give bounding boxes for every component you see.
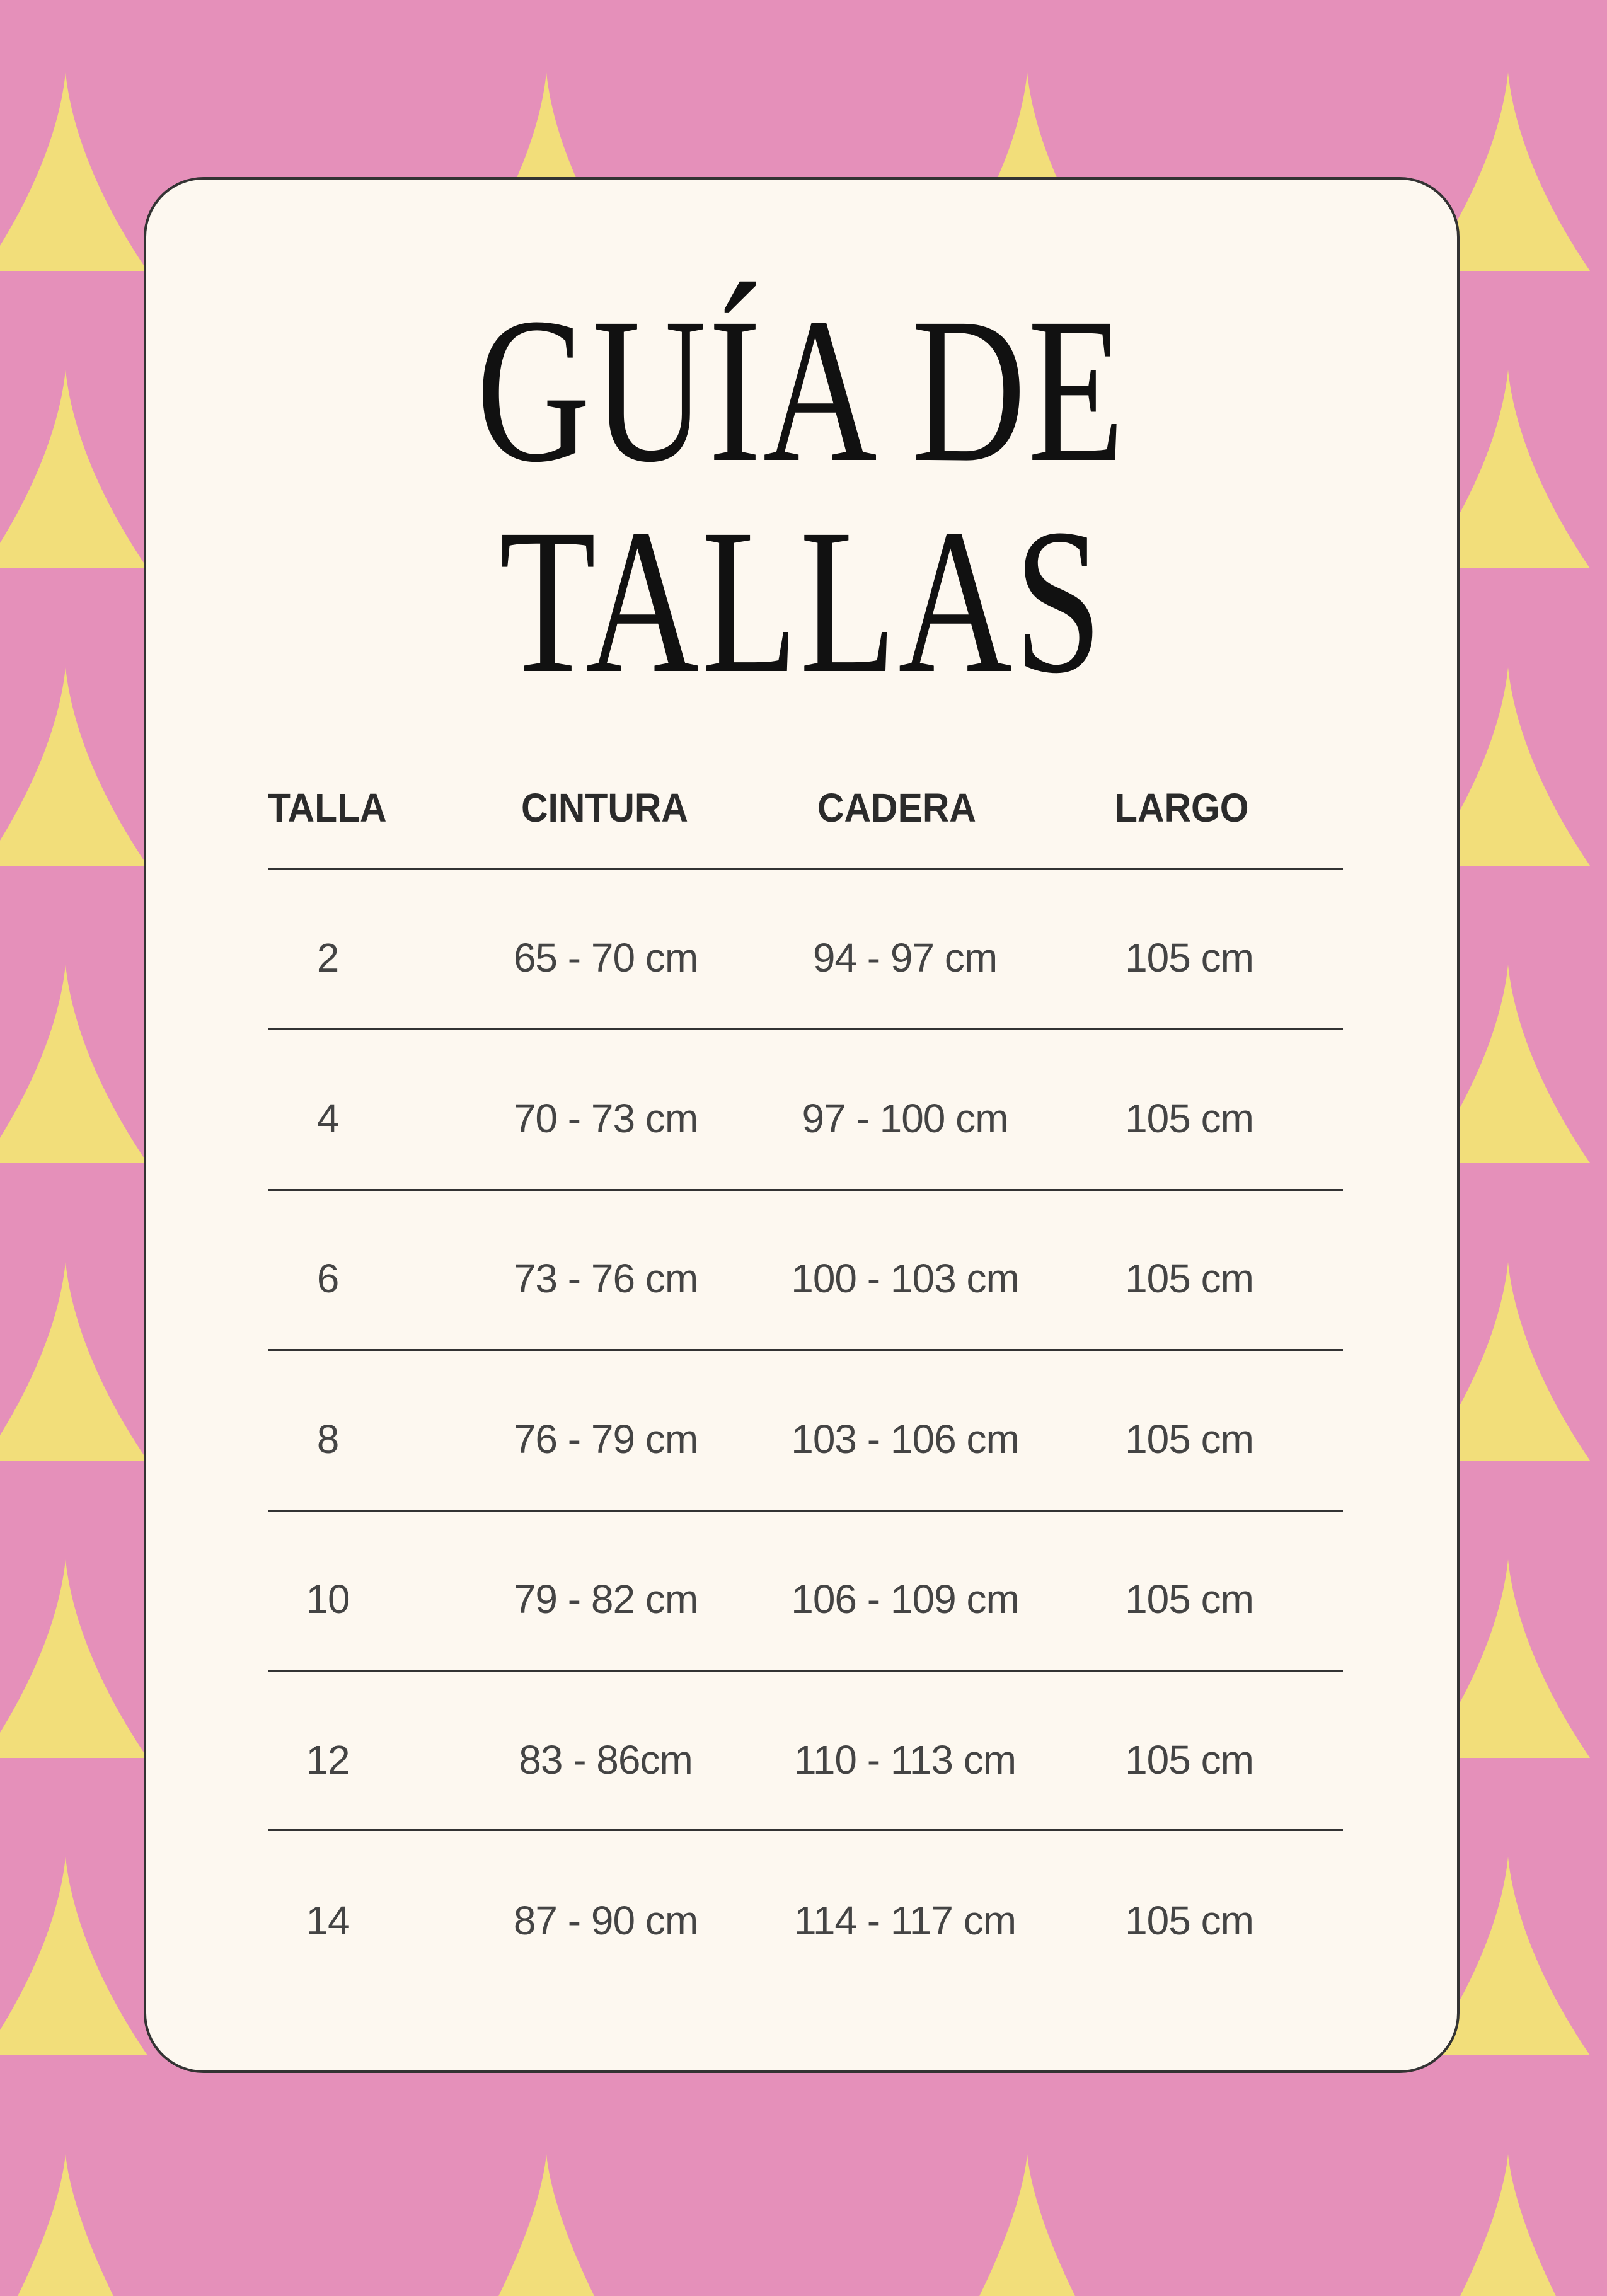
cell-largo: 105 cm	[1125, 1737, 1254, 1782]
cell-cadera: 100 - 103 cm	[791, 1256, 1020, 1302]
table-divider	[268, 1349, 1343, 1351]
cell-talla: 14	[306, 1897, 350, 1943]
title-text-2: TALLAS	[499, 486, 1104, 716]
cell-largo: 105 cm	[1125, 1897, 1254, 1943]
cell-largo: 105 cm	[1125, 1416, 1254, 1462]
pink-scale	[0, 2116, 66, 2296]
cell-cadera: 106 - 109 cm	[791, 1576, 1020, 1622]
cell-largo: 105 cm	[1125, 1576, 1254, 1622]
pink-scale	[546, 2116, 1027, 2296]
pink-scale	[0, 35, 66, 246]
cell-cintura: 70 - 73 cm	[513, 1095, 698, 1141]
pink-scale	[1508, 332, 1607, 568]
pink-scale	[0, 332, 66, 543]
table-divider	[268, 1670, 1343, 1672]
pink-scale	[1508, 629, 1607, 866]
pink-scale	[0, 1522, 66, 1733]
cell-largo: 105 cm	[1125, 1095, 1254, 1141]
table-divider	[268, 868, 1343, 870]
pink-scale	[0, 629, 66, 841]
pink-scale	[1508, 927, 1607, 1163]
cell-largo: 105 cm	[1125, 1256, 1254, 1302]
cell-talla: 10	[306, 1576, 350, 1622]
pink-scale	[1508, 1522, 1607, 1758]
table-divider	[268, 1028, 1343, 1030]
cell-cintura: 65 - 70 cm	[513, 935, 698, 980]
cell-talla: 4	[316, 1095, 340, 1141]
table-divider	[268, 1189, 1343, 1191]
header-cadera: CADERA	[817, 785, 976, 830]
cell-cintura: 76 - 79 cm	[513, 1416, 698, 1462]
pink-scale	[1508, 1819, 1607, 2055]
pink-scale	[0, 1819, 66, 2030]
cell-cintura: 79 - 82 cm	[513, 1576, 698, 1622]
cell-cintura: 87 - 90 cm	[513, 1897, 698, 1943]
pink-scale	[1508, 1224, 1607, 1461]
header-talla: TALLA	[268, 785, 387, 830]
pink-scale	[1508, 2116, 1607, 2296]
pink-scale	[1027, 2116, 1508, 2296]
table-divider	[268, 1510, 1343, 1512]
pink-scale	[0, 927, 66, 1138]
cell-cadera: 103 - 106 cm	[791, 1416, 1020, 1462]
pink-scale	[66, 2116, 546, 2296]
size-guide-card: GUÍA DE TALLAS TALLA CINTURA CADERA LARG…	[144, 177, 1460, 2073]
cell-talla: 8	[316, 1416, 340, 1462]
cell-cadera: 110 - 113 cm	[793, 1737, 1017, 1782]
pink-scale	[0, 1224, 66, 1435]
cell-talla: 6	[316, 1256, 340, 1302]
cell-cadera: 94 - 97 cm	[812, 935, 998, 980]
table-divider	[268, 1829, 1343, 1831]
title-text-1: GUÍA DE	[476, 275, 1127, 505]
cell-cintura: 83 - 86cm	[519, 1737, 693, 1782]
cell-largo: 105 cm	[1125, 935, 1254, 980]
page-title-line-2: TALLAS	[146, 498, 1457, 706]
page-title-line-1: GUÍA DE	[146, 287, 1457, 495]
cell-talla: 12	[306, 1737, 350, 1782]
header-largo: LARGO	[1115, 785, 1249, 830]
cell-talla: 2	[316, 935, 340, 980]
cell-cadera: 97 - 100 cm	[802, 1095, 1009, 1141]
cell-cintura: 73 - 76 cm	[513, 1256, 698, 1302]
cell-cadera: 114 - 117 cm	[793, 1897, 1017, 1943]
pink-scale	[1508, 35, 1607, 271]
header-cintura: CINTURA	[521, 785, 688, 830]
